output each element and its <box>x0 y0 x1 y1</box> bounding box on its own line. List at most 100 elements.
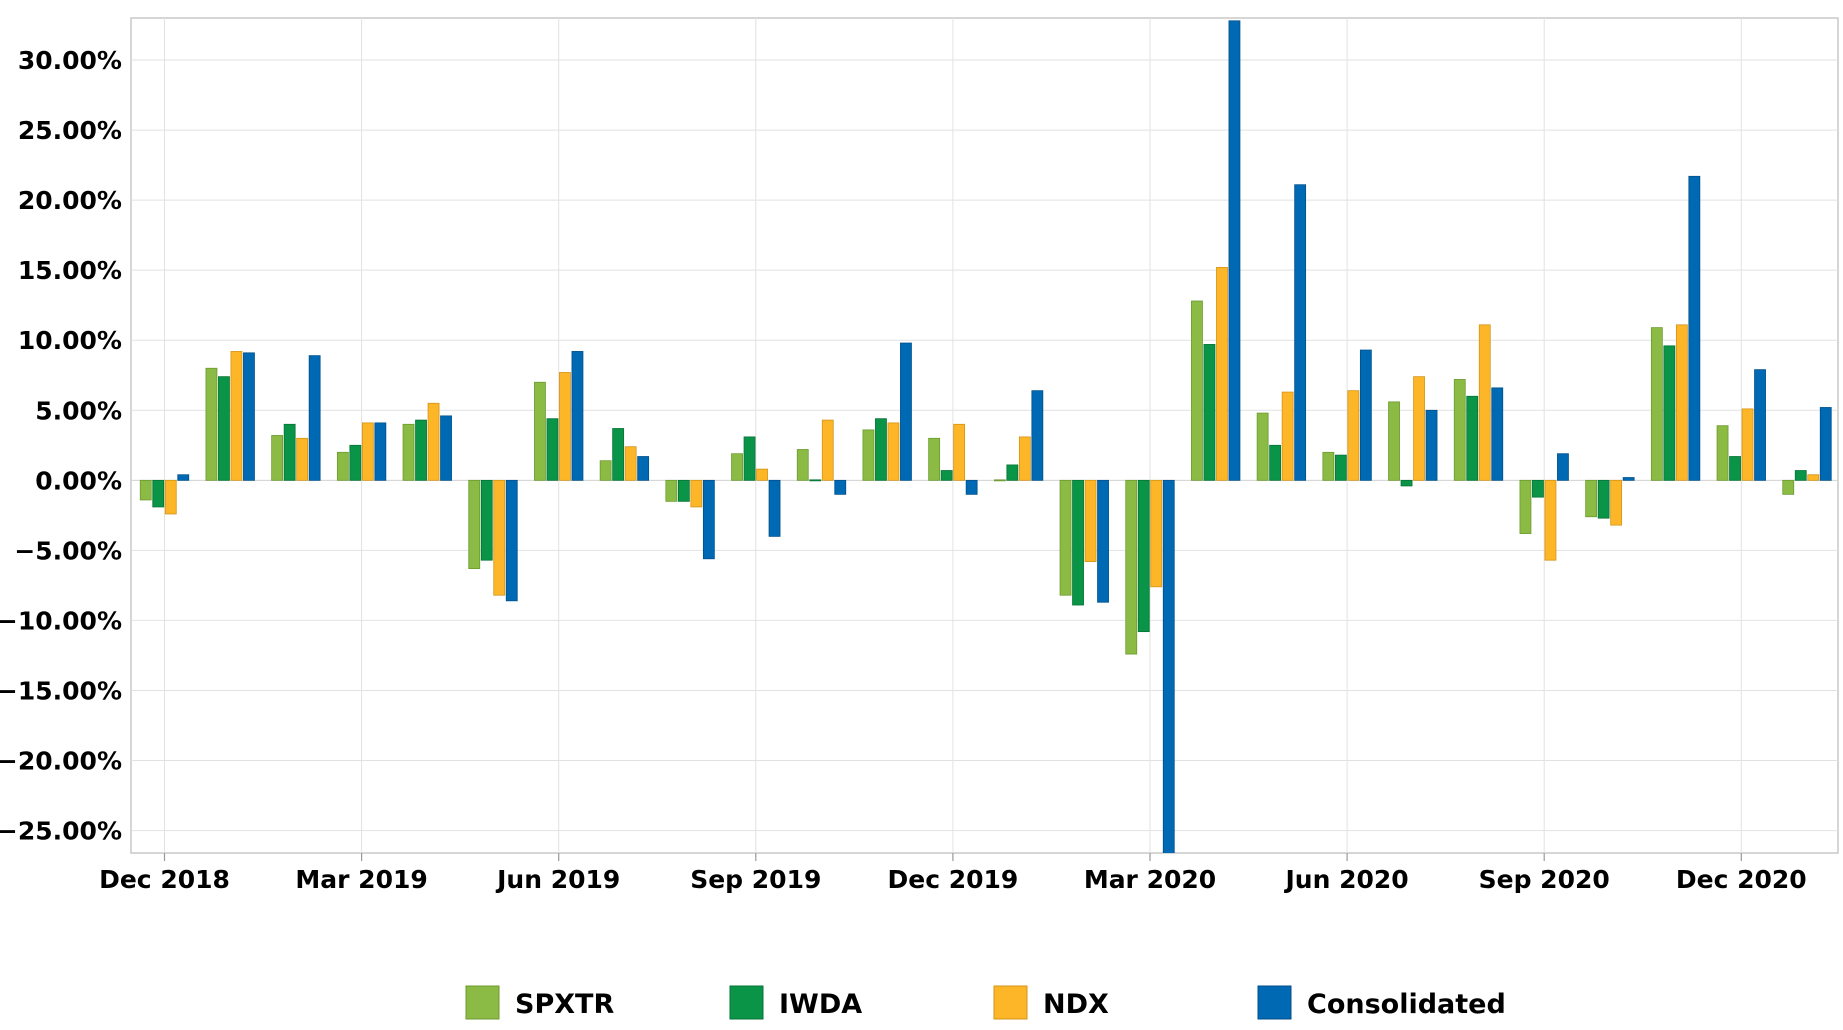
bar-consolidated <box>1754 369 1766 481</box>
bar-iwda <box>1532 479 1544 498</box>
bar-consolidated <box>1491 387 1504 481</box>
bar-ndx <box>624 446 637 481</box>
bar-ndx <box>1281 391 1294 481</box>
bar-consolidated <box>1031 390 1044 481</box>
bar-consolidated <box>702 479 715 560</box>
bar-iwda <box>1072 479 1084 606</box>
bar-spxtr <box>993 479 1006 482</box>
bar-consolidated <box>768 479 781 537</box>
bar-spxtr <box>1519 479 1532 534</box>
bar-iwda <box>1269 444 1282 481</box>
bar-spxtr <box>862 429 875 481</box>
x-tick-label: Mar 2019 <box>295 865 427 894</box>
x-tick-label: Dec 2018 <box>99 865 230 894</box>
bars <box>139 20 1832 853</box>
bar-ndx <box>559 372 571 481</box>
bar-consolidated <box>374 422 387 481</box>
bar-consolidated <box>1819 407 1832 481</box>
bar-spxtr <box>1388 401 1400 481</box>
bar-spxtr <box>139 479 152 501</box>
bar-spxtr <box>271 435 284 481</box>
x-tick-label: Sep 2020 <box>1479 865 1610 894</box>
bar-iwda <box>152 479 165 508</box>
bar-iwda <box>349 444 362 481</box>
legend-swatch <box>993 985 1028 1020</box>
bar-spxtr <box>731 453 743 481</box>
bar-spxtr <box>796 449 809 481</box>
bar-spxtr <box>1716 425 1729 481</box>
bar-spxtr <box>928 437 941 481</box>
bar-ndx <box>1610 479 1623 526</box>
bar-consolidated <box>1557 453 1569 481</box>
x-tick-label: Jun 2019 <box>495 865 620 894</box>
bar-consolidated <box>1359 349 1372 481</box>
bar-iwda <box>1794 470 1807 481</box>
bar-ndx <box>953 423 966 481</box>
bar-iwda <box>546 418 559 481</box>
y-tick-label: 15.00% <box>18 256 122 285</box>
y-tick-label: 10.00% <box>18 326 122 355</box>
bar-iwda <box>743 436 756 481</box>
bar-consolidated <box>1097 479 1109 603</box>
bar-ndx <box>821 419 834 481</box>
bar-consolidated <box>1162 479 1175 853</box>
legend: SPXTR IWDA NDX Consolidated <box>465 985 1506 1020</box>
bar-iwda <box>809 479 822 482</box>
bar-ndx <box>1216 266 1228 481</box>
bar-consolidated <box>1425 409 1438 481</box>
bar-ndx <box>164 479 177 515</box>
legend-label: NDX <box>1043 989 1109 1020</box>
bar-consolidated <box>1228 20 1241 481</box>
bar-consolidated <box>1622 477 1635 481</box>
legend-item-consolidated: Consolidated <box>1257 985 1506 1020</box>
bar-iwda <box>875 418 887 481</box>
bar-iwda <box>612 428 625 481</box>
bar-ndx <box>756 468 768 481</box>
bar-ndx <box>1807 474 1820 481</box>
bar-iwda <box>1006 464 1019 481</box>
bar-spxtr <box>534 381 546 481</box>
bar-iwda <box>1137 479 1150 633</box>
bar-consolidated <box>505 479 518 602</box>
plot-area <box>130 17 1839 854</box>
bar-ndx <box>1675 324 1688 481</box>
legend-item-spxtr: SPXTR <box>465 985 614 1020</box>
bar-ndx <box>690 479 703 508</box>
x-tick-label: Dec 2020 <box>1676 865 1807 894</box>
legend-label: SPXTR <box>515 989 614 1020</box>
bar-ndx <box>361 422 374 481</box>
legend-item-ndx: NDX <box>993 985 1109 1020</box>
x-tick-label: Jun 2020 <box>1284 865 1409 894</box>
bar-ndx <box>1741 408 1754 481</box>
x-tick-label: Mar 2020 <box>1084 865 1216 894</box>
bar-consolidated <box>900 342 912 481</box>
bar-iwda <box>218 376 230 481</box>
legend-swatch <box>465 985 500 1020</box>
bar-consolidated <box>965 479 978 495</box>
bar-ndx <box>1413 376 1425 481</box>
bar-ndx <box>1478 324 1491 481</box>
bar-iwda <box>1597 479 1610 519</box>
legend-item-iwda: IWDA <box>729 985 862 1020</box>
bar-consolidated <box>834 479 847 495</box>
bar-ndx <box>1544 479 1557 561</box>
bar-ndx <box>1347 390 1360 481</box>
bar-ndx <box>1084 479 1097 562</box>
bar-spxtr <box>1322 451 1335 481</box>
legend-swatch <box>729 985 764 1020</box>
y-axis-ticks: 30.00% 25.00% 20.00% 15.00% 10.00% 5.00% 0.00%… <box>0 46 122 846</box>
bar-consolidated <box>308 355 321 481</box>
bar-ndx <box>1150 479 1163 588</box>
bar-iwda <box>1663 345 1676 481</box>
bar-consolidated <box>1688 175 1701 481</box>
y-tick-label: 0.00% <box>35 466 122 495</box>
bar-spxtr <box>468 479 481 569</box>
bar-spxtr <box>1650 327 1663 481</box>
bar-consolidated <box>243 352 255 481</box>
bar-iwda <box>1203 344 1216 481</box>
bar-iwda <box>940 470 953 481</box>
bar-consolidated <box>440 415 452 481</box>
bar-spxtr <box>1191 300 1203 481</box>
bar-spxtr <box>1453 379 1466 481</box>
